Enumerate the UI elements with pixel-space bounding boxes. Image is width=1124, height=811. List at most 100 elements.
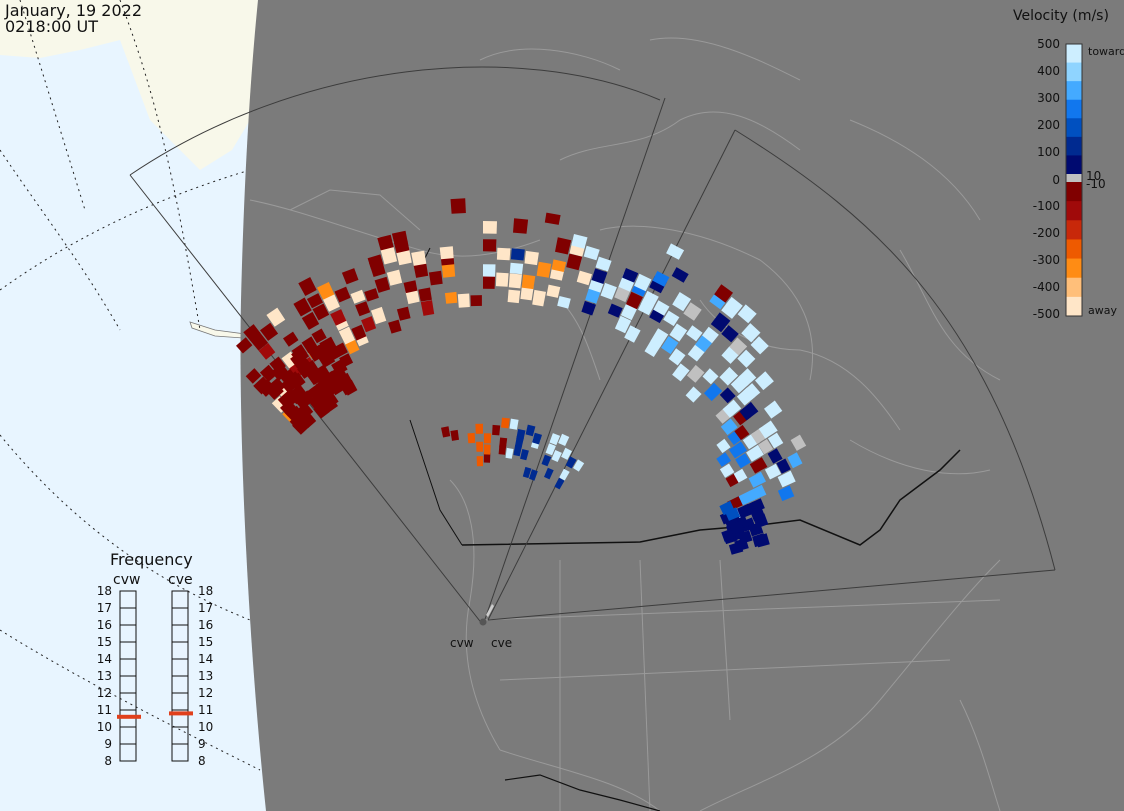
frequency-cell: [119, 590, 137, 609]
velocity-cell: [287, 405, 305, 423]
velocity-cell: [721, 325, 739, 343]
velocity-cell: [777, 485, 795, 502]
velocity-cell: [492, 424, 501, 436]
velocity-cell: [532, 289, 546, 307]
velocity-cell: [672, 292, 692, 312]
velocity-cell: [420, 300, 435, 316]
velocity-cell: [292, 418, 309, 435]
velocity-cell: [541, 454, 552, 467]
frequency-cell: [119, 658, 137, 677]
velocity-cell: [671, 267, 689, 283]
velocity-cell: [716, 438, 731, 454]
velocity-cell: [787, 452, 803, 469]
colorbar-tick-label: 200: [1037, 118, 1060, 132]
frequency-cell: [171, 624, 189, 643]
velocity-cell: [576, 270, 592, 286]
colorbar-tick-label: 0: [1052, 173, 1060, 187]
velocity-cell: [545, 443, 556, 456]
velocity-cell: [476, 441, 483, 452]
velocity-cell: [714, 284, 733, 303]
velocity-cell: [777, 470, 796, 488]
velocity-cell: [520, 285, 534, 301]
velocity-cell: [529, 469, 538, 481]
velocity-cell: [702, 326, 719, 344]
frequency-marker: [169, 711, 193, 716]
velocity-cell: [355, 301, 371, 317]
frequency-cell: [171, 743, 189, 762]
velocity-cell: [525, 424, 536, 437]
velocity-cell: [685, 386, 702, 403]
velocity-cell: [719, 463, 735, 478]
colorbar-segment: [1066, 174, 1082, 182]
velocity-cell: [260, 322, 279, 341]
velocity-cell: [450, 198, 466, 214]
colorbar-segment: [1066, 155, 1082, 175]
radar-site-beam: [486, 604, 494, 617]
velocity-cell: [290, 350, 308, 369]
colorbar-segment: [1066, 296, 1082, 317]
date-label: January, 19 2022: [4, 1, 142, 20]
velocity-cell: [614, 286, 631, 303]
velocity-cell: [672, 363, 690, 382]
velocity-cell: [554, 477, 565, 490]
velocity-cell: [686, 325, 703, 342]
colorbar-segment: [1066, 99, 1082, 119]
colorbar-segment: [1066, 182, 1082, 202]
velocity-cell: [332, 367, 349, 385]
velocity-cell: [341, 379, 358, 396]
frequency-tick-label: 18: [97, 584, 112, 598]
velocity-cell: [386, 269, 403, 286]
colorbar-segment: [1066, 136, 1082, 156]
velocity-cell: [258, 343, 276, 360]
velocity-cell: [483, 239, 497, 252]
velocity-cell: [549, 433, 561, 446]
velocity-cell: [758, 439, 774, 455]
frequency-tick-label: 14: [198, 652, 213, 666]
velocity-cell: [364, 288, 379, 302]
velocity-cell: [719, 366, 739, 386]
frequency-tick-label: 11: [97, 703, 112, 717]
velocity-cell: [661, 336, 679, 355]
velocity-cell: [650, 328, 669, 347]
velocity-cell: [513, 445, 522, 457]
velocity-cell: [536, 261, 552, 278]
velocity-cell: [551, 450, 562, 462]
velocity-cell: [634, 273, 652, 292]
frequency-cell: [119, 641, 137, 660]
graticule: [0, 0, 261, 771]
colorbar-tick-label: -400: [1033, 280, 1060, 294]
frequency-cell: [119, 743, 137, 762]
us-mexico-border: [504, 774, 661, 811]
velocity-cell: [513, 218, 529, 234]
velocity-cell: [281, 351, 299, 369]
colorbar-tick-label: -500: [1033, 307, 1060, 321]
velocity-cell: [735, 453, 751, 469]
frequency-tick-label: 9: [104, 737, 112, 751]
velocity-cell: [509, 262, 524, 275]
velocity-cell: [391, 230, 408, 245]
velocity-cell: [734, 424, 750, 441]
frequency-panel-cvw-label: cvw: [113, 572, 140, 588]
velocity-cell: [361, 316, 377, 333]
velocity-cell: [313, 364, 331, 382]
velocity-cell: [767, 432, 784, 449]
velocity-cell: [737, 304, 757, 324]
velocity-cell: [267, 377, 286, 396]
velocity-cell: [571, 234, 588, 249]
velocity-cell: [758, 420, 778, 439]
velocity-cell: [591, 268, 608, 284]
velocity-cell: [350, 289, 366, 304]
velocity-cell: [380, 246, 398, 265]
frequency-tick-label: 14: [97, 652, 112, 666]
colorbar-segment: [1066, 44, 1082, 64]
velocity-cell: [709, 290, 729, 310]
colorbar-tick-label: -200: [1033, 226, 1060, 240]
frequency-tick-label: 10: [97, 720, 112, 734]
velocity-cell: [403, 280, 418, 294]
velocity-cell: [499, 437, 508, 449]
velocity-cell: [555, 237, 572, 255]
colorbar-segment: [1066, 258, 1082, 279]
frequency-marker: [117, 714, 141, 719]
velocity-cell: [496, 247, 511, 261]
